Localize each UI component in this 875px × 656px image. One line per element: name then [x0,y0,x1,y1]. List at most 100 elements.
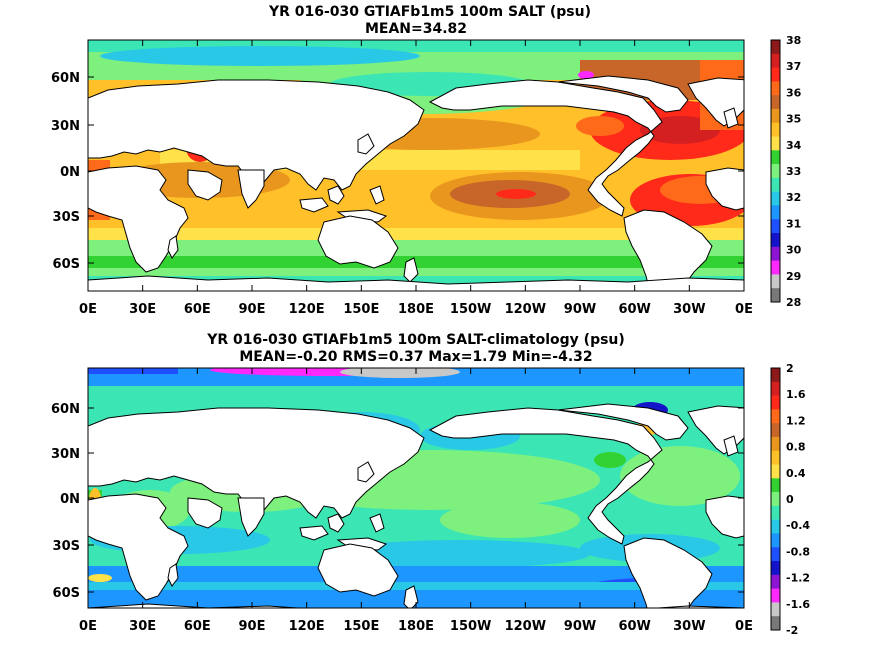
chart2-colorbar-label: 2 [786,362,794,375]
chart2-colorbar-swatch [771,368,780,383]
chart2-y-tick-label: 60S [53,586,80,601]
chart1-colorbar-swatch [771,288,780,303]
chart2-x-axis: 0E 30E 60E 90E 120E 150E 180E 150W 120W 90W 60W 30W… [79,368,753,634]
chart1-colorbar-swatch [771,246,780,262]
chart2-colorbar-label: 0.8 [786,441,806,454]
chart1-colorbar-frame [770,39,781,303]
chart1-colorbar-label: 28 [786,296,801,309]
chart1-x-tick-label: 0E [79,302,97,317]
chart2-colorbar-label: -0.4 [786,519,810,532]
chart1-x-tick-label: 60W [618,302,650,317]
chart1-colorbar-label: 38 [786,34,801,47]
chart1-colorbar-label: 31 [786,217,801,230]
chart2-colorbar-swatch [771,436,780,452]
chart1-x-tick-label: 0E [735,302,753,317]
chart1-colorbar-swatch [771,191,780,206]
chart1-y-tick-label: 60S [53,257,80,272]
chart2-colorbar-swatch [771,450,780,466]
chart1-x-tick-label: 120W [505,302,546,317]
chart1-colorbar: 38 37 36 35 34 33 32 31 30 29 28 [770,34,802,309]
chart1-x-tick-label: 30W [673,302,705,317]
chart1-colorbar-swatch [771,95,780,110]
chart1-colorbar-swatch [771,219,780,234]
chart2-field [88,368,744,608]
chart2-x-tick-label: 60W [618,619,650,634]
chart1-x-axis: 0E 30E 60E 90E 120E 150E 180E 150W 120W 90W 60W 30W… [79,40,753,317]
chart2-x-tick-label: 150W [450,619,491,634]
chart2-colorbar-frame [770,367,781,631]
chart1-y-tick-label: 0N [60,165,80,180]
chart1-x-tick-label: 120E [289,302,325,317]
chart2-colorbar-swatch [771,547,780,562]
chart2-colorbar-swatch [771,381,780,397]
chart2-colorbar-swatch [771,561,780,576]
chart1-colorbar-swatch [771,108,780,124]
chart2-colorbar-label: -0.8 [786,545,810,558]
chart2-x-tick-label: 30W [673,619,705,634]
chart1-x-tick-label: 150E [343,302,379,317]
chart2-colorbar-label: -1.2 [786,572,810,585]
chart1-colorbar-label: 32 [786,191,801,204]
chart1-colorbar-label: 35 [786,113,801,126]
chart1-y-axis: 60N 30N 0N 30S 60S [51,71,744,272]
chart1-y-tick-label: 30N [51,119,80,134]
chart2-colorbar-swatch [771,464,780,479]
chart1-colorbar-swatch [771,260,780,275]
chart1-y-tick-label: 30S [53,210,80,225]
chart2-colorbar-swatch [771,478,780,493]
chart2-colorbar-label: -2 [786,624,798,637]
chart2-colorbar-swatch [771,505,780,521]
chart1-colorbar-swatch [771,233,780,248]
chart1-y-tick-label: 60N [51,71,80,86]
chart2-x-tick-label: 60E [184,619,211,634]
chart1-colorbar-label: 36 [786,86,802,99]
chart2-y-axis: 60N 30N 0N 30S 60S [51,402,744,601]
chart1-x-tick-label: 90W [564,302,596,317]
chart1-colorbar-swatch [771,67,780,82]
chart2-colorbar-swatch [771,409,780,424]
chart2-colorbar-swatch [771,588,780,603]
chart2-x-tick-label: 180E [398,619,434,634]
chart1-colorbar-label: 37 [786,60,801,73]
chart2-colorbar-label: 1.6 [786,388,806,401]
chart1-colorbar-swatch [771,53,780,69]
chart2-subtitle: MEAN=-0.20 RMS=0.37 Max=1.79 Min=-4.32 [239,349,592,365]
chart2-title: YR 016-030 GTIAFb1m5 100m SALT-climatolo… [206,332,625,348]
chart2-x-tick-label: 120W [505,619,546,634]
chart2-colorbar-label: 0 [786,493,794,506]
chart2-x-tick-label: 30E [129,619,156,634]
chart2-y-tick-label: 30S [53,539,80,554]
chart2-colorbar-swatch [771,574,780,590]
chart2-colorbar-swatch [771,519,780,534]
chart1-colorbar-swatch [771,81,780,96]
chart2-colorbar-swatch [771,602,780,617]
chart2-colorbar-swatch [771,423,780,438]
chart2-x-tick-label: 0E [79,619,97,634]
chart1-subtitle: MEAN=34.82 [365,21,467,37]
chart2-y-tick-label: 0N [60,492,80,507]
chart1-title: YR 016-030 GTIAFb1m5 100m SALT (psu) [268,4,591,20]
chart1-x-tick-label: 60E [184,302,211,317]
chart1-colorbar-swatch [771,177,780,193]
chart2-x-tick-label: 90W [564,619,596,634]
chart1-colorbar-label: 30 [786,244,802,257]
chart2-colorbar: 2 1.6 1.2 0.8 0.4 0 -0.4 -0.8 -1.2 -1.6 -2 [770,362,810,637]
chart2-x-tick-label: 90E [239,619,266,634]
chart1-colorbar-swatch [771,136,780,151]
chart1-colorbar-swatch [771,274,780,289]
chart1-colorbar-label: 34 [786,139,802,152]
chart1-colorbar-label: 29 [786,270,801,283]
chart1-field [88,40,744,291]
chart2-colorbar-swatch [771,616,780,631]
chart2-x-tick-label: 120E [289,619,325,634]
chart1-x-tick-label: 180E [398,302,434,317]
chart2-x-tick-label: 0E [735,619,753,634]
chart2-colorbar-swatch [771,492,780,507]
chart2-colorbar-label: -1.6 [786,598,810,611]
chart2-colorbar-label: 1.2 [786,414,806,427]
chart1-colorbar-swatch [771,150,780,165]
chart2-y-tick-label: 30N [51,447,80,462]
chart2-x-tick-label: 150E [343,619,379,634]
chart2-colorbar-swatch [771,533,780,548]
